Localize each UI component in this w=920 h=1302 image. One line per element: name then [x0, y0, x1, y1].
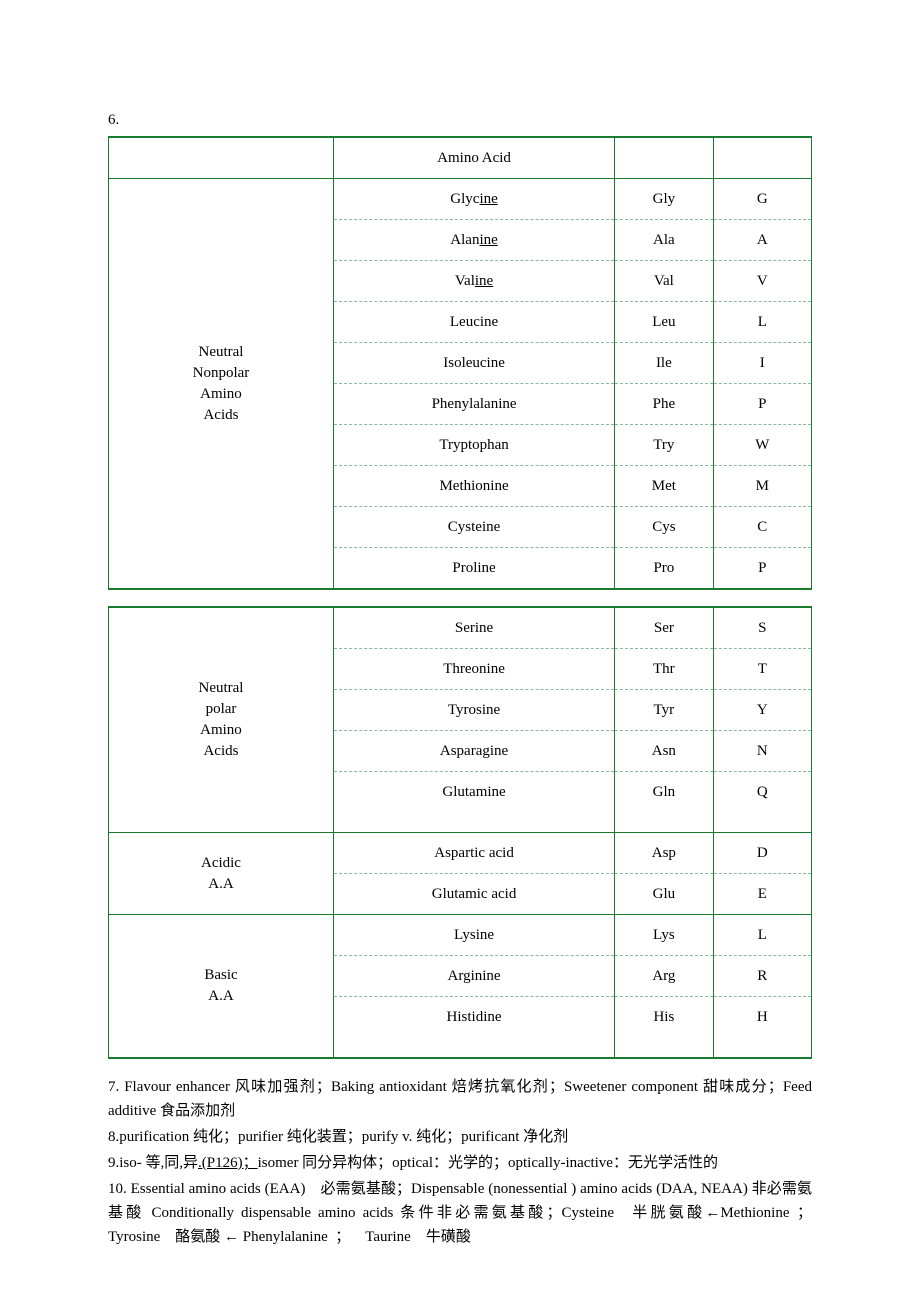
table-cell-name: Phenylalanine: [333, 384, 614, 425]
table-cell-name: Tryptophan: [333, 425, 614, 466]
table-cell-abbr1: G: [713, 179, 811, 220]
table-cell-name: Aspartic acid: [333, 833, 614, 874]
table-cell-abbr1: C: [713, 507, 811, 548]
table-cell-abbr1: Q: [713, 772, 811, 833]
table-cell-abbr1: M: [713, 466, 811, 507]
table-cell-abbr3: Phe: [615, 384, 713, 425]
t2-group-neutral-polar: NeutralpolarAminoAcids: [109, 607, 334, 833]
table-cell-abbr3: Glu: [615, 874, 713, 915]
t2-group-label-text: BasicA.A: [204, 967, 237, 1004]
section-6-label: 6.: [108, 108, 812, 132]
table-cell-abbr3: Val: [615, 261, 713, 302]
table-cell-name: Methionine: [333, 466, 614, 507]
t1-group-label-text: NeutralNonpolarAminoAcids: [193, 344, 250, 423]
table-cell-name: Valine: [333, 261, 614, 302]
table-cell-name: Isoleucine: [333, 343, 614, 384]
table-cell-abbr1: N: [713, 731, 811, 772]
note-10: 10. Essential amino acids (EAA) 必需氨基酸；Di…: [108, 1177, 812, 1249]
table-cell-abbr3: Met: [615, 466, 713, 507]
table-cell-abbr1: T: [713, 649, 811, 690]
t1-header-empty-1: [109, 137, 334, 179]
t1-header-empty-3: [713, 137, 811, 179]
table-cell-abbr1: S: [713, 607, 811, 649]
table-cell-name: Serine: [333, 607, 614, 649]
table-cell-abbr1: I: [713, 343, 811, 384]
t1-group-label: NeutralNonpolarAminoAcids: [109, 179, 334, 590]
table-cell-abbr3: Ser: [615, 607, 713, 649]
table-cell-name: Tyrosine: [333, 690, 614, 731]
table-cell-abbr1: P: [713, 548, 811, 590]
table-cell-name: Glycine: [333, 179, 614, 220]
table-cell-abbr1: L: [713, 915, 811, 956]
amino-acid-table-1: Amino Acid NeutralNonpolarAminoAcids Gly…: [108, 136, 812, 590]
table-cell-abbr1: D: [713, 833, 811, 874]
table-cell-abbr1: H: [713, 997, 811, 1059]
t2-group-label-text: NeutralpolarAminoAcids: [198, 680, 243, 759]
table-cell-abbr3: Gly: [615, 179, 713, 220]
table-cell-abbr1: L: [713, 302, 811, 343]
table-cell-abbr3: His: [615, 997, 713, 1059]
table-cell-name: Histidine: [333, 997, 614, 1059]
table-cell-name: Proline: [333, 548, 614, 590]
table-cell-name: Arginine: [333, 956, 614, 997]
table-cell-abbr3: Pro: [615, 548, 713, 590]
t1-header-empty-2: [615, 137, 713, 179]
t2-group-acidic: AcidicA.A: [109, 833, 334, 915]
table-cell-name: Threonine: [333, 649, 614, 690]
table-cell-abbr1: A: [713, 220, 811, 261]
table-cell-abbr3: Ala: [615, 220, 713, 261]
table-cell-name: Asparagine: [333, 731, 614, 772]
table-cell-abbr1: Y: [713, 690, 811, 731]
amino-acid-table-2: NeutralpolarAminoAcids Serine Ser S Thre…: [108, 606, 812, 1059]
table-cell-name: Alanine: [333, 220, 614, 261]
table-cell-abbr1: P: [713, 384, 811, 425]
table-cell-name: Glutamine: [333, 772, 614, 833]
table-cell-abbr3: Ile: [615, 343, 713, 384]
note-8: 8.purification 纯化；purifier 纯化装置；purify v…: [108, 1125, 812, 1149]
note-9: 9.iso- 等,同,异.(P126)；isomer 同分异构体；optical…: [108, 1151, 812, 1175]
notes-block: 7. Flavour enhancer 风味加强剂；Baking antioxi…: [108, 1075, 812, 1249]
table-cell-name: Cysteine: [333, 507, 614, 548]
table-cell-abbr3: Asn: [615, 731, 713, 772]
table-cell-abbr3: Leu: [615, 302, 713, 343]
table-cell-abbr1: W: [713, 425, 811, 466]
table-cell-name: Leucine: [333, 302, 614, 343]
table-cell-name: Glutamic acid: [333, 874, 614, 915]
t2-group-label-text: AcidicA.A: [201, 855, 241, 892]
table-cell-abbr1: E: [713, 874, 811, 915]
t2-group-basic: BasicA.A: [109, 915, 334, 1059]
table-cell-abbr3: Gln: [615, 772, 713, 833]
table-cell-abbr3: Arg: [615, 956, 713, 997]
table-cell-abbr3: Asp: [615, 833, 713, 874]
table-cell-abbr3: Cys: [615, 507, 713, 548]
table-cell-abbr1: R: [713, 956, 811, 997]
t1-header-amino-acid: Amino Acid: [333, 137, 614, 179]
table-cell-abbr3: Lys: [615, 915, 713, 956]
note-7: 7. Flavour enhancer 风味加强剂；Baking antioxi…: [108, 1075, 812, 1123]
table-cell-abbr3: Try: [615, 425, 713, 466]
table-cell-name: Lysine: [333, 915, 614, 956]
table-cell-abbr1: V: [713, 261, 811, 302]
table-cell-abbr3: Tyr: [615, 690, 713, 731]
table-cell-abbr3: Thr: [615, 649, 713, 690]
